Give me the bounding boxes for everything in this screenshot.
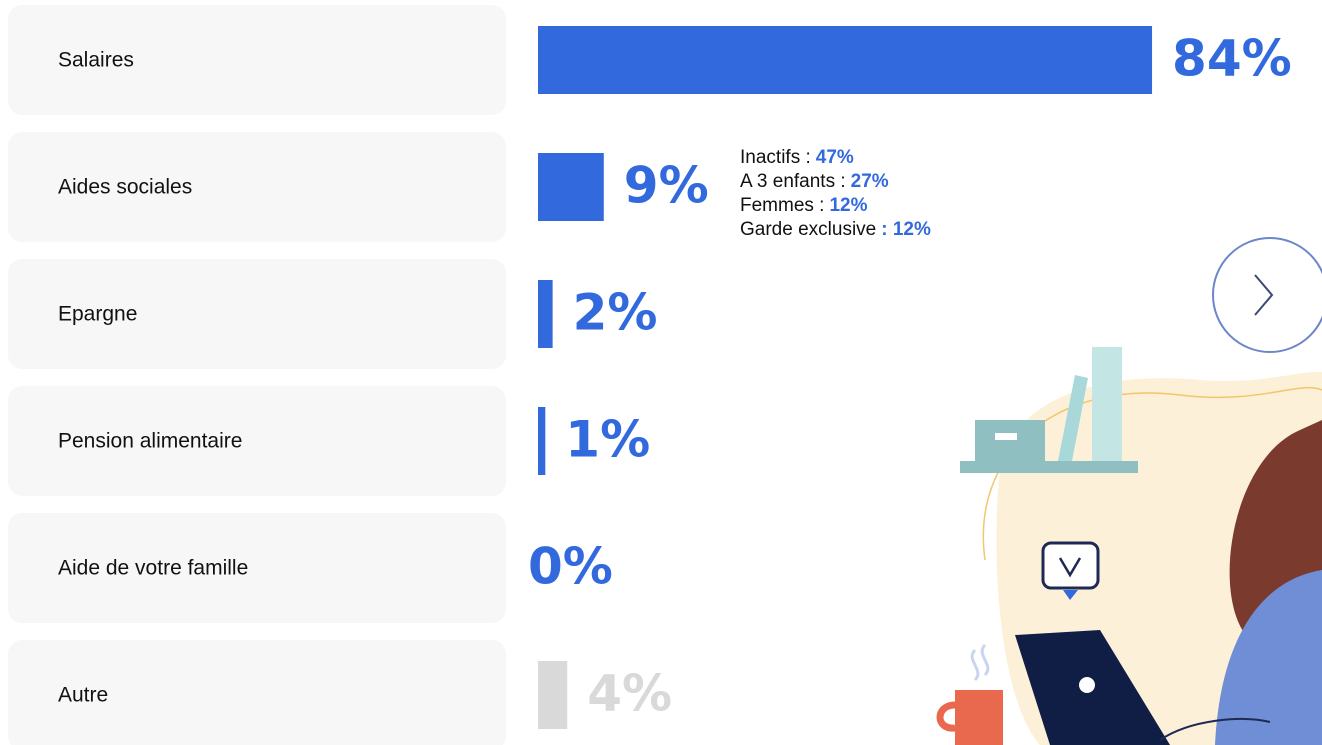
category-label: Autre [58, 684, 108, 707]
category-card [8, 259, 506, 369]
steam [970, 643, 990, 682]
curve [982, 386, 1322, 561]
hand [1159, 718, 1271, 741]
bar [538, 661, 568, 729]
bubble [1041, 541, 1100, 590]
annotation-value: 27% [851, 171, 889, 192]
box-label [995, 433, 1017, 440]
box [975, 420, 1045, 461]
bubble-tail [1063, 590, 1078, 600]
bar [538, 280, 553, 348]
category-card [8, 640, 506, 745]
value-label: 9% [624, 157, 709, 215]
value-label: 4% [587, 665, 672, 723]
value-label: 84% [1172, 30, 1292, 88]
value-label: 0% [528, 538, 613, 596]
nav-circle [1212, 237, 1322, 353]
annotation-text: Inactifs : [740, 147, 811, 168]
cup-handle [936, 701, 956, 732]
book [1092, 347, 1122, 461]
bar [538, 407, 546, 475]
category-card [8, 386, 506, 496]
annotation-text: A 3 enfants : [740, 171, 846, 192]
body [1215, 570, 1322, 745]
annotation: Femmes :12% [740, 195, 868, 216]
annotation-value: : 12% [881, 219, 931, 240]
bar [538, 153, 604, 221]
category-card [8, 513, 506, 623]
annotation-text: Garde exclusive [740, 219, 876, 240]
illustration [936, 237, 1322, 745]
category-label: Salaires [58, 49, 134, 72]
annotation: A 3 enfants :27% [740, 171, 889, 192]
category-label: Aides sociales [58, 176, 192, 199]
annotation: Garde exclusive: 12% [740, 219, 931, 240]
category-card [8, 132, 506, 242]
annotation-value: 12% [829, 195, 867, 216]
bubble-icon [1058, 557, 1082, 578]
laptop-logo [1079, 677, 1095, 693]
annotation: Inactifs :47% [740, 147, 854, 168]
category-card [8, 5, 506, 115]
bar [538, 26, 1153, 94]
value-label: 1% [565, 411, 650, 469]
annotation-text: Femmes : [740, 195, 824, 216]
shelf [960, 461, 1138, 473]
cup [955, 690, 1003, 745]
annotation-value: 47% [816, 147, 854, 168]
value-label: 2% [573, 284, 658, 342]
category-label: Pension alimentaire [58, 430, 242, 453]
category-label: Epargne [58, 303, 137, 326]
category-label: Aide de votre famille [58, 557, 248, 580]
book [1058, 375, 1088, 461]
chevron [1254, 274, 1274, 316]
